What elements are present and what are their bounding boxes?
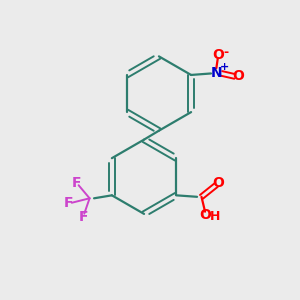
Text: O: O (232, 69, 244, 83)
Text: +: + (220, 62, 229, 72)
Text: H: H (209, 210, 220, 223)
Text: O: O (199, 208, 211, 222)
Text: -: - (224, 46, 229, 59)
Text: F: F (79, 210, 88, 224)
Text: O: O (212, 48, 224, 62)
Text: F: F (71, 176, 81, 190)
Text: O: O (212, 176, 224, 190)
Text: F: F (63, 196, 73, 210)
Text: N: N (211, 67, 222, 80)
